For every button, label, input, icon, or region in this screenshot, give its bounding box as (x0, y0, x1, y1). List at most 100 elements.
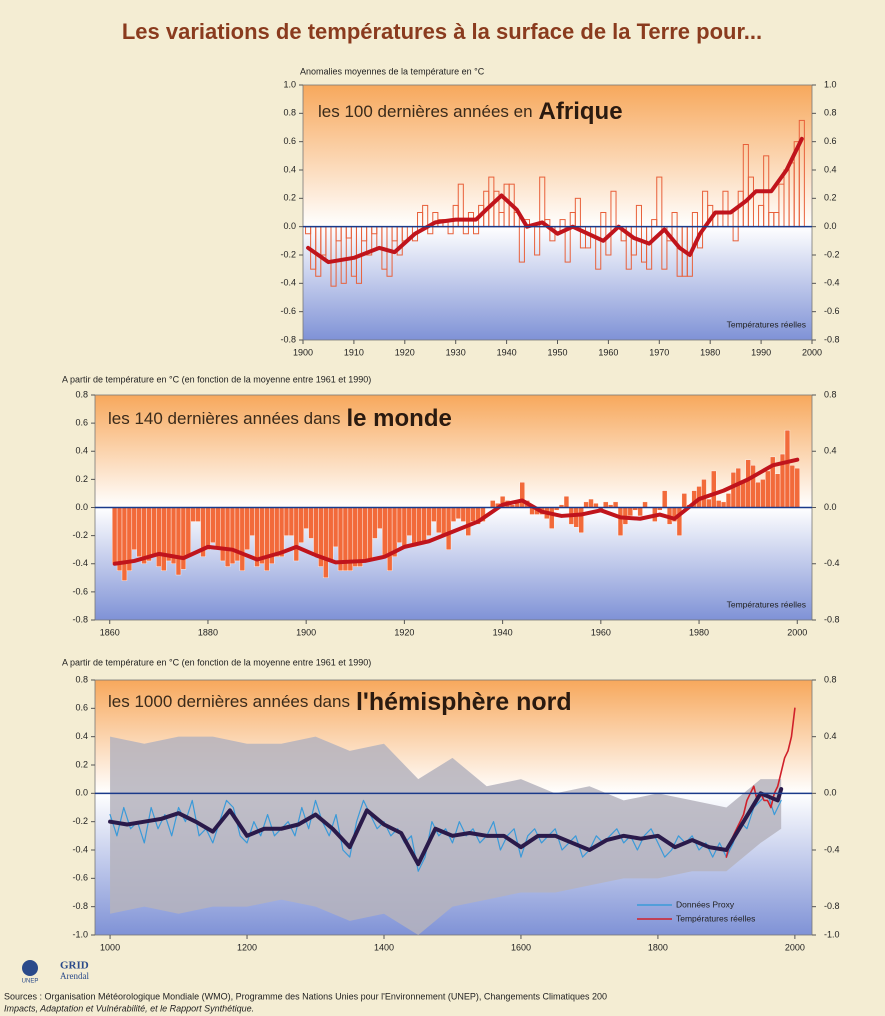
bar (151, 507, 157, 557)
bar (308, 507, 314, 539)
bar (794, 467, 800, 508)
uncertainty-band (110, 736, 782, 935)
legend-label: Données Proxy (676, 899, 735, 909)
bar (377, 507, 383, 529)
panel-title: les 140 dernières années dans le monde (108, 405, 452, 432)
x-tick-label: 1940 (497, 347, 517, 357)
panel-title-bold: l'hémisphère nord (356, 688, 572, 716)
x-tick-label: 1970 (649, 347, 669, 357)
bar (612, 501, 619, 508)
x-tick-label: 2000 (802, 347, 822, 357)
y-tick-label: 0.2 (283, 193, 296, 203)
y2-tick-label: 0.8 (824, 108, 837, 118)
footer-sources-2: Impacts, Adaptation et Vulnérabilité, et… (4, 1003, 254, 1013)
bar (362, 507, 368, 562)
y2-tick-label: -0.2 (824, 249, 840, 259)
bar (259, 507, 265, 564)
bar (627, 507, 633, 517)
bar (637, 507, 643, 517)
bar (603, 501, 609, 508)
x-tick-label: 1990 (751, 347, 771, 357)
bar (313, 507, 319, 557)
panel-title-bold: Afrique (539, 98, 623, 125)
bar (220, 507, 226, 562)
line (108, 787, 784, 867)
y2-tick-label: -0.6 (824, 306, 840, 316)
bar (121, 507, 128, 581)
line (109, 792, 782, 872)
y-tick-label: -0.2 (280, 249, 296, 259)
bar (455, 507, 462, 519)
bar (421, 507, 427, 545)
bar (352, 507, 358, 567)
bar (215, 507, 221, 550)
bar (205, 507, 211, 550)
panel-title-text: les 140 dernières années dans (108, 409, 341, 428)
bar (249, 507, 255, 536)
annotation: Températures réelles (727, 319, 806, 329)
x-tick-label: 1400 (374, 942, 394, 952)
bar (563, 496, 570, 508)
bar (470, 507, 476, 522)
x-tick-label: 2000 (785, 942, 805, 952)
bar (367, 507, 373, 562)
y2-tick-label: -1.0 (824, 929, 840, 939)
bar (111, 507, 118, 564)
bar (274, 507, 280, 557)
y-tick-label: -0.2 (72, 530, 88, 540)
y-tick-label: 0.0 (75, 788, 88, 798)
y2-tick-label: 0.2 (824, 193, 837, 203)
x-tick-label: 1960 (598, 347, 618, 357)
bar (357, 507, 363, 567)
bar (372, 507, 378, 539)
bar (288, 507, 295, 536)
legend-label: Températures réelles (676, 913, 755, 923)
y2-tick-label: -0.4 (824, 844, 840, 854)
y-tick-label: 0.6 (75, 703, 88, 713)
bar (190, 507, 196, 522)
bar (701, 479, 707, 508)
bar (740, 481, 746, 508)
y-tick-label: 0.6 (283, 136, 296, 146)
bar (224, 507, 231, 567)
bar (460, 507, 466, 522)
x-tick-label: 1900 (296, 627, 316, 637)
unep-label: UNEP (22, 979, 39, 985)
footer-sources: Sources : Organisation Météorologique Mo… (4, 991, 607, 1001)
bar (465, 507, 471, 536)
bar (573, 507, 579, 528)
y-tick-label: -0.4 (72, 844, 88, 854)
line (306, 136, 804, 265)
bar (583, 501, 589, 508)
bar (156, 507, 162, 567)
bar (765, 470, 771, 508)
bar (681, 493, 687, 508)
x-tick-label: 1880 (198, 627, 218, 637)
bar (588, 498, 594, 508)
bar (755, 481, 761, 508)
bar (283, 507, 290, 536)
annotation: Températures réelles (727, 599, 806, 609)
bar (745, 459, 751, 508)
bar (406, 507, 412, 536)
x-tick-label: 1980 (689, 627, 709, 637)
bar (396, 507, 403, 543)
y-axis-label: A partir de température en °C (en foncti… (62, 374, 371, 384)
panel-title: les 1000 dernières années dans l'hémisphè… (108, 688, 572, 716)
bar (332, 507, 339, 548)
x-tick-label: 1950 (547, 347, 567, 357)
bar (175, 507, 182, 576)
bar (382, 507, 388, 557)
y-tick-label: -0.2 (72, 816, 88, 826)
bar (750, 465, 756, 508)
panel-title-bold: le monde (347, 405, 452, 432)
bar (185, 507, 191, 557)
x-tick-label: 2000 (787, 627, 807, 637)
bar (195, 507, 201, 522)
bar (760, 479, 766, 508)
y-tick-label: 0.2 (75, 474, 88, 484)
bar (278, 507, 285, 557)
bar (735, 467, 741, 508)
y-tick-label: 0.4 (283, 164, 296, 174)
